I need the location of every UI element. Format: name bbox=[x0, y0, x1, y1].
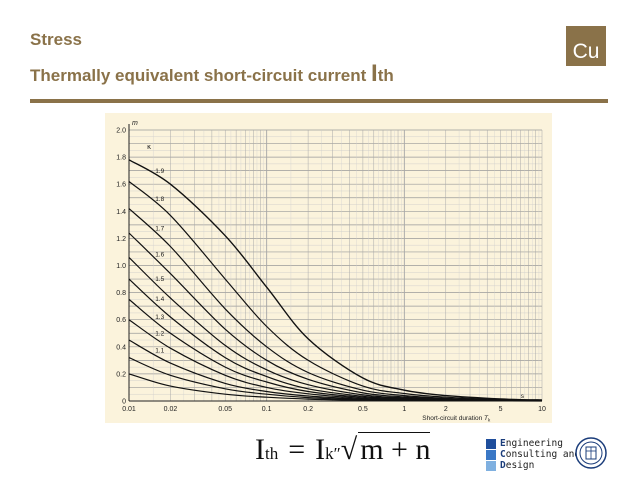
x-tick-label: 0.5 bbox=[358, 406, 368, 413]
university-seal-icon bbox=[575, 437, 607, 469]
curve-label: 1.3 bbox=[155, 314, 164, 321]
x-tick-label: 10 bbox=[538, 406, 546, 413]
x-tick-label: 0.05 bbox=[218, 406, 232, 413]
x-tick-label: 0.01 bbox=[122, 406, 136, 413]
kappa-label: κ bbox=[147, 143, 151, 151]
y-tick-label: 0.2 bbox=[116, 371, 126, 378]
curve-label: 1.8 bbox=[155, 196, 164, 203]
formula-radicand: m + n bbox=[358, 432, 431, 466]
x-tick-label: 0.02 bbox=[164, 406, 178, 413]
logo-line-2: Consulting and bbox=[500, 449, 581, 460]
x-tick-label: 0.1 bbox=[262, 406, 272, 413]
y-tick-label: 0 bbox=[122, 399, 126, 406]
formula-lhs: I bbox=[255, 433, 265, 466]
x-tick-label: 2 bbox=[444, 406, 448, 413]
x-axis-symbol: T bbox=[484, 415, 489, 422]
y-tick-label: 0.6 bbox=[116, 317, 126, 324]
slide-title: Stress bbox=[30, 30, 82, 49]
subtitle-text: Thermally equivalent short-circuit curre… bbox=[30, 66, 372, 85]
logo-line-3: Design bbox=[500, 460, 535, 471]
y-tick-label: 1.4 bbox=[116, 209, 126, 216]
curve-1.9 bbox=[128, 159, 543, 401]
chart-background bbox=[105, 113, 552, 423]
short-circuit-chart: 0 0.2 0.4 0.6 0.8 1.0 1.2 1.4 1.6 1.8 2.0 0.01 0.02 0… bbox=[105, 113, 552, 423]
curve-label: 1.5 bbox=[155, 276, 164, 283]
formula-lhs-sub: th bbox=[265, 444, 279, 463]
x-tick-label: 0.2 bbox=[303, 406, 313, 413]
formula-rhs-sub: k″ bbox=[325, 444, 341, 463]
curve-label: 1.1 bbox=[155, 348, 164, 355]
x-axis-symbol-sub: k bbox=[488, 418, 491, 423]
y-tick-label: 0.8 bbox=[116, 290, 126, 297]
y-axis-label: m bbox=[132, 120, 138, 127]
curve-label: 1.7 bbox=[155, 226, 164, 233]
curve-label: 1.9 bbox=[155, 168, 164, 175]
curve-extra-10 bbox=[128, 373, 543, 402]
logo-square-icon bbox=[486, 439, 496, 449]
y-tick-label: 1.0 bbox=[116, 263, 126, 270]
y-tick-label: 1.2 bbox=[116, 236, 126, 243]
x-axis-label: Short-circuit duration Tk bbox=[422, 415, 491, 423]
formula-rhs: I bbox=[315, 433, 326, 466]
ecd-logo: Engineering Consulting and Design bbox=[486, 438, 580, 472]
logo-line-1: Engineering bbox=[500, 438, 563, 449]
y-tick-label: 1.6 bbox=[116, 182, 126, 189]
title-divider bbox=[30, 99, 608, 103]
logo-square-icon bbox=[486, 461, 496, 471]
curve-label: 1.2 bbox=[155, 331, 164, 338]
y-tick-label: 2.0 bbox=[116, 128, 126, 135]
curve-label: 1.4 bbox=[155, 296, 164, 303]
slide-subtitle: Thermally equivalent short-circuit curre… bbox=[30, 60, 394, 88]
logo-square-icon bbox=[486, 450, 496, 460]
material-badge: Cu bbox=[566, 26, 606, 66]
x-tick-label: 5 bbox=[499, 406, 503, 413]
y-tick-label: 0.4 bbox=[116, 344, 126, 351]
y-tick-label: 1.8 bbox=[116, 155, 126, 162]
x-unit-label: s bbox=[521, 393, 525, 400]
sqrt-icon: √ bbox=[340, 433, 358, 466]
formula-equals: = bbox=[288, 433, 306, 466]
curve-1.8 bbox=[128, 181, 543, 401]
subtitle-symbol: I bbox=[371, 60, 378, 87]
curve-label: 1.6 bbox=[155, 252, 164, 259]
subtitle-symbol-sub: th bbox=[377, 66, 394, 85]
x-tick-label: 1 bbox=[402, 406, 406, 413]
